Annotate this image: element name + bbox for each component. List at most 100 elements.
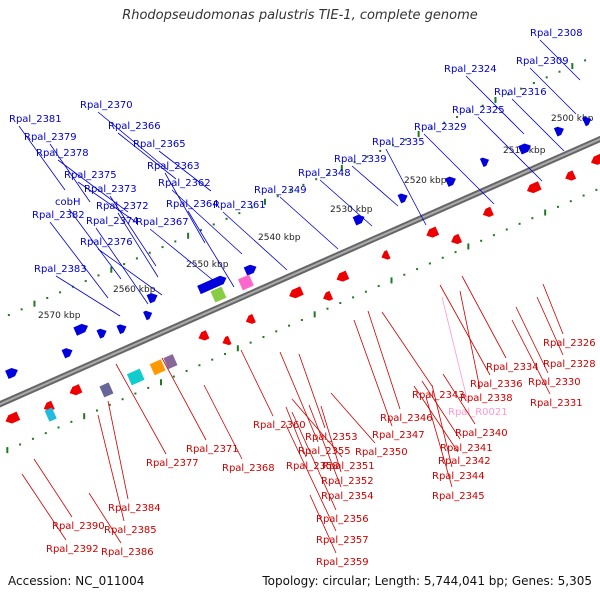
label-leader-line xyxy=(441,296,469,404)
genome-backbone xyxy=(0,138,600,406)
gene-label-bottom: Rpal_2334 xyxy=(486,362,539,373)
gene-label-top: Rpal_2375 xyxy=(64,170,117,181)
label-leader-line xyxy=(164,172,206,244)
ruler-tick xyxy=(84,280,87,283)
forward-gene xyxy=(146,293,158,304)
label-leader-line xyxy=(240,349,274,417)
forward-gene xyxy=(397,193,408,204)
rna-label: Rpal_R0021 xyxy=(448,407,508,418)
gene-label-bottom: Rpal_2386 xyxy=(101,547,154,558)
ruler-tick xyxy=(59,291,62,294)
gene-feature-box xyxy=(237,274,254,291)
label-leader-line xyxy=(413,385,459,453)
label-leader-line xyxy=(97,111,169,171)
forward-gene xyxy=(143,310,153,321)
ruler-tick xyxy=(584,59,587,62)
ruler-tick xyxy=(19,443,22,446)
ruler-tick xyxy=(430,127,433,130)
gene-label-top: Rpal_2376 xyxy=(80,237,133,248)
forward-gene xyxy=(197,275,227,295)
gene-label-top: cobH xyxy=(55,197,80,208)
label-leader-line xyxy=(117,212,159,278)
ruler-tick xyxy=(263,198,266,205)
ruler-tick xyxy=(454,251,457,254)
ruler-tick xyxy=(46,297,49,300)
reverse-gene xyxy=(289,286,304,299)
ruler-tick xyxy=(199,229,202,232)
ruler-tick xyxy=(160,379,163,386)
reverse-gene xyxy=(426,226,440,238)
forward-gene xyxy=(352,214,365,226)
label-leader-line xyxy=(421,380,461,440)
gene-label-bottom: Rpal_2359 xyxy=(316,557,369,568)
ruler-tick xyxy=(532,82,535,85)
gene-label-bottom: Rpal_2392 xyxy=(46,544,99,555)
label-leader-line xyxy=(367,310,401,410)
label-leader-line xyxy=(55,275,121,317)
gene-label-top: Rpal_2325 xyxy=(452,105,505,116)
ruler-tick xyxy=(224,352,227,355)
ruler-tick xyxy=(377,285,380,288)
label-leader-line xyxy=(515,306,549,374)
ruler-tick xyxy=(161,246,164,249)
forward-gene xyxy=(243,264,257,276)
reverse-gene xyxy=(526,181,542,194)
ruler-tick xyxy=(494,97,497,104)
reverse-gene xyxy=(69,384,83,396)
ruler-tick xyxy=(249,341,252,344)
gene-feature-box xyxy=(149,359,166,376)
ruler-tick xyxy=(20,308,23,311)
ruler-tick xyxy=(379,149,382,152)
label-leader-line xyxy=(279,351,319,443)
gene-label-bottom: Rpal_2341 xyxy=(440,443,493,454)
ruler-tick xyxy=(172,375,175,378)
scale-label: 2560 kbp xyxy=(113,285,156,295)
label-leader-line xyxy=(308,404,342,488)
ruler-tick xyxy=(44,432,47,435)
gene-label-bottom: Rpal_2390 xyxy=(52,521,105,532)
label-leader-line xyxy=(330,392,376,444)
label-leader-line xyxy=(285,406,307,458)
ruler-tick xyxy=(236,345,239,352)
gene-label-bottom: Rpal_2351 xyxy=(322,461,375,472)
gene-label-top: Rpal_2365 xyxy=(133,139,186,150)
ruler-tick xyxy=(595,188,598,191)
ruler-tick xyxy=(187,232,190,239)
label-leader-line xyxy=(21,473,67,541)
forward-gene xyxy=(5,367,18,379)
label-leader-line xyxy=(279,196,339,250)
gene-label-bottom: Rpal_2336 xyxy=(470,379,523,390)
ruler-tick xyxy=(302,183,305,186)
label-leader-line xyxy=(285,424,337,532)
gene-label-top: Rpal_2309 xyxy=(516,56,569,67)
ruler-tick xyxy=(366,155,369,158)
gene-label-bottom: Rpal_2330 xyxy=(528,377,581,388)
label-leader-line xyxy=(465,75,525,135)
reverse-gene xyxy=(336,270,350,282)
gene-feature-box xyxy=(44,407,57,422)
ruler-tick xyxy=(123,263,126,266)
gene-label-bottom: Rpal_2326 xyxy=(543,338,596,349)
label-leader-line xyxy=(320,405,342,473)
label-leader-line xyxy=(477,116,543,182)
label-leader-line xyxy=(18,125,66,191)
ruler-tick xyxy=(556,205,559,208)
gene-label-top: Rpal_2316 xyxy=(494,87,547,98)
label-leader-line xyxy=(203,384,243,460)
ruler-tick xyxy=(456,115,459,118)
label-leader-line xyxy=(161,357,207,441)
label-leader-line xyxy=(33,458,73,518)
ruler-tick xyxy=(70,420,73,423)
gene-label-top: Rpal_2329 xyxy=(414,122,467,133)
label-leader-line xyxy=(117,132,177,180)
ruler-tick xyxy=(211,358,214,361)
gene-feature-box xyxy=(126,368,145,386)
ruler-tick xyxy=(289,189,292,192)
gene-label-top: Rpal_2372 xyxy=(96,201,149,212)
gene-label-bottom: Rpal_2353 xyxy=(305,432,358,443)
label-leader-line xyxy=(49,143,91,203)
ruler-tick xyxy=(327,172,330,175)
reverse-gene xyxy=(5,411,21,424)
ruler-tick xyxy=(225,217,228,220)
